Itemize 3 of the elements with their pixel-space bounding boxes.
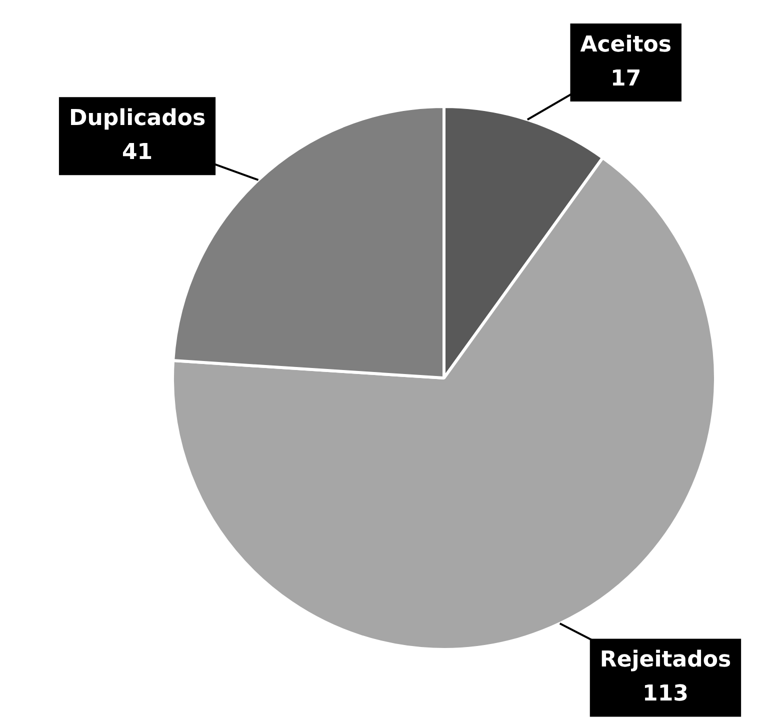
slice-label: Aceitos xyxy=(580,32,672,58)
slice-label: Duplicados xyxy=(68,106,206,131)
data-label: 113 xyxy=(642,682,688,707)
